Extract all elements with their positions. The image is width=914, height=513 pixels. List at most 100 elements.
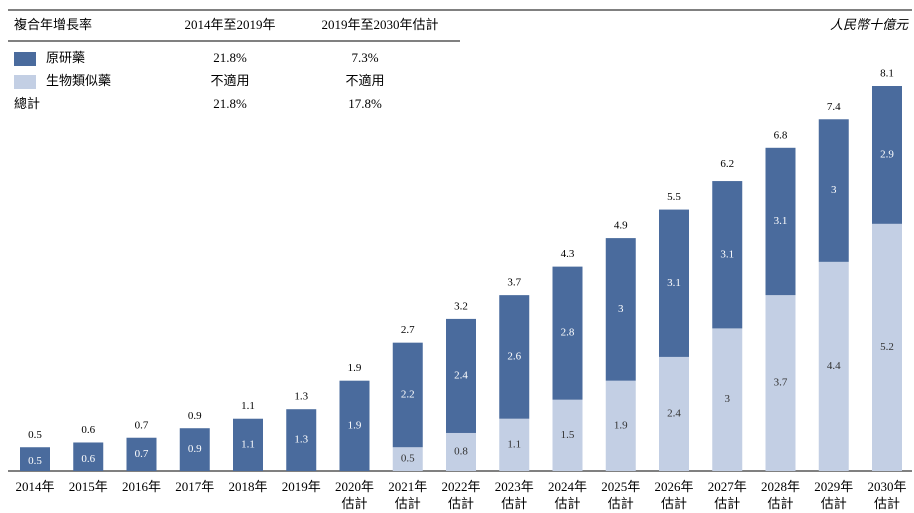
bar-segment bbox=[659, 356, 689, 471]
x-tick-label: 2029年估計 bbox=[814, 479, 853, 511]
segment-label: 0.5 bbox=[401, 453, 415, 465]
bar-segment bbox=[712, 181, 743, 329]
x-tick-label: 2022年估計 bbox=[441, 479, 480, 511]
total-label: 3.7 bbox=[507, 277, 521, 289]
segment-label: 3.1 bbox=[774, 215, 788, 227]
segment-label: 3 bbox=[725, 393, 731, 405]
segment-label: 0.7 bbox=[135, 448, 149, 460]
bar-segment bbox=[73, 442, 104, 471]
bar-segment bbox=[392, 342, 423, 448]
segment-label: 3.1 bbox=[667, 277, 681, 289]
x-tick-label: 2017年 bbox=[175, 479, 214, 494]
segment-label: 5.2 bbox=[880, 341, 894, 353]
total-label: 0.9 bbox=[188, 410, 202, 422]
bar-segment bbox=[552, 266, 583, 400]
bar-segment bbox=[126, 437, 157, 471]
segment-label: 0.6 bbox=[81, 453, 95, 465]
table-cell: 不適用 bbox=[210, 73, 249, 88]
bar-segment bbox=[339, 380, 370, 471]
total-label: 1.3 bbox=[294, 391, 308, 403]
segment-label: 1.1 bbox=[507, 438, 521, 450]
total-label: 5.5 bbox=[667, 191, 681, 203]
x-tick-label: 2025年估計 bbox=[601, 479, 640, 511]
legend-label: 生物類似藥 bbox=[46, 73, 111, 88]
total-label: 8.1 bbox=[880, 68, 894, 80]
x-tick-label: 2016年 bbox=[122, 479, 161, 494]
bar-segment bbox=[818, 261, 849, 471]
legend-swatch bbox=[14, 52, 36, 66]
segment-label: 1.3 bbox=[294, 434, 308, 446]
segment-label: 2.4 bbox=[667, 407, 681, 419]
total-label: 0.7 bbox=[135, 419, 149, 431]
x-tick-label: 2020年估計 bbox=[335, 479, 374, 511]
total-label: 3.2 bbox=[454, 300, 468, 312]
segment-label: 0.5 bbox=[28, 455, 42, 467]
segment-label: 3 bbox=[618, 303, 624, 315]
x-tick-label: 2021年估計 bbox=[388, 479, 427, 511]
segment-label: 1.9 bbox=[348, 419, 362, 431]
total-label: 0.6 bbox=[81, 424, 95, 436]
segment-label: 2.9 bbox=[880, 148, 894, 160]
bar-segment bbox=[499, 295, 530, 419]
x-tick-label: 2030年估計 bbox=[867, 479, 906, 511]
bar-segment bbox=[659, 209, 689, 357]
unit-label: 人民幣十億元 bbox=[830, 17, 909, 32]
segment-label: 0.8 bbox=[454, 446, 468, 458]
x-tick-label: 2015年 bbox=[69, 479, 108, 494]
bar-segment bbox=[765, 147, 796, 296]
total-label: 1.1 bbox=[241, 400, 255, 412]
table-header: 2014年至2019年 bbox=[184, 17, 275, 32]
segment-label: 0.9 bbox=[188, 443, 202, 455]
total-label: 1.9 bbox=[348, 362, 362, 374]
total-label: 4.3 bbox=[561, 248, 575, 260]
bar-segment bbox=[605, 238, 636, 381]
x-tick-label: 2019年 bbox=[282, 479, 321, 494]
table-cell: 21.8% bbox=[213, 96, 247, 111]
x-tick-label: 2023年估計 bbox=[495, 479, 534, 511]
bar-segment bbox=[552, 399, 583, 471]
segment-label: 3.7 bbox=[774, 377, 788, 389]
table-header: 2019年至2030年估計 bbox=[321, 17, 438, 32]
x-tick-label: 2024年估計 bbox=[548, 479, 587, 511]
table-cell: 17.8% bbox=[348, 96, 382, 111]
x-tick-label: 2014年 bbox=[15, 479, 54, 494]
total-label: 總計 bbox=[14, 96, 40, 111]
segment-label: 1.9 bbox=[614, 419, 628, 431]
segment-label: 4.4 bbox=[827, 360, 841, 372]
total-label: 7.4 bbox=[827, 101, 841, 113]
table-cell: 21.8% bbox=[213, 50, 247, 65]
bar-segment bbox=[712, 328, 743, 471]
total-label: 6.8 bbox=[774, 129, 788, 141]
x-tick-label: 2027年估計 bbox=[708, 479, 747, 511]
x-tick-label: 2018年 bbox=[228, 479, 267, 494]
x-tick-label: 2028年估計 bbox=[761, 479, 800, 511]
total-label: 4.9 bbox=[614, 220, 628, 232]
bar-segment bbox=[392, 447, 423, 471]
bar-segment bbox=[872, 86, 902, 224]
total-label: 2.7 bbox=[401, 324, 415, 336]
segment-label: 1.5 bbox=[561, 429, 575, 441]
bar-segment bbox=[446, 318, 476, 433]
bar-segment bbox=[446, 432, 476, 471]
bar-segment bbox=[179, 428, 210, 471]
bar-segment bbox=[605, 380, 636, 471]
bar-segment bbox=[286, 409, 317, 471]
segment-label: 2.4 bbox=[454, 369, 468, 381]
segment-label: 2.2 bbox=[401, 388, 415, 400]
bar-segment bbox=[765, 295, 796, 471]
legend-swatch bbox=[14, 75, 36, 89]
segment-label: 2.8 bbox=[561, 327, 575, 339]
total-label: 0.5 bbox=[28, 429, 42, 441]
bar-segment bbox=[872, 223, 902, 471]
bar-segment bbox=[20, 447, 50, 471]
bar-segment bbox=[233, 418, 263, 471]
table-cell: 7.3% bbox=[351, 50, 378, 65]
legend-label: 原研藥 bbox=[46, 50, 85, 65]
segment-label: 3.1 bbox=[720, 248, 734, 260]
segment-label: 1.1 bbox=[241, 438, 255, 450]
table-header: 複合年增長率 bbox=[14, 17, 92, 32]
total-label: 6.2 bbox=[720, 158, 734, 170]
bar-segment bbox=[818, 119, 849, 262]
segment-label: 3 bbox=[831, 184, 837, 196]
